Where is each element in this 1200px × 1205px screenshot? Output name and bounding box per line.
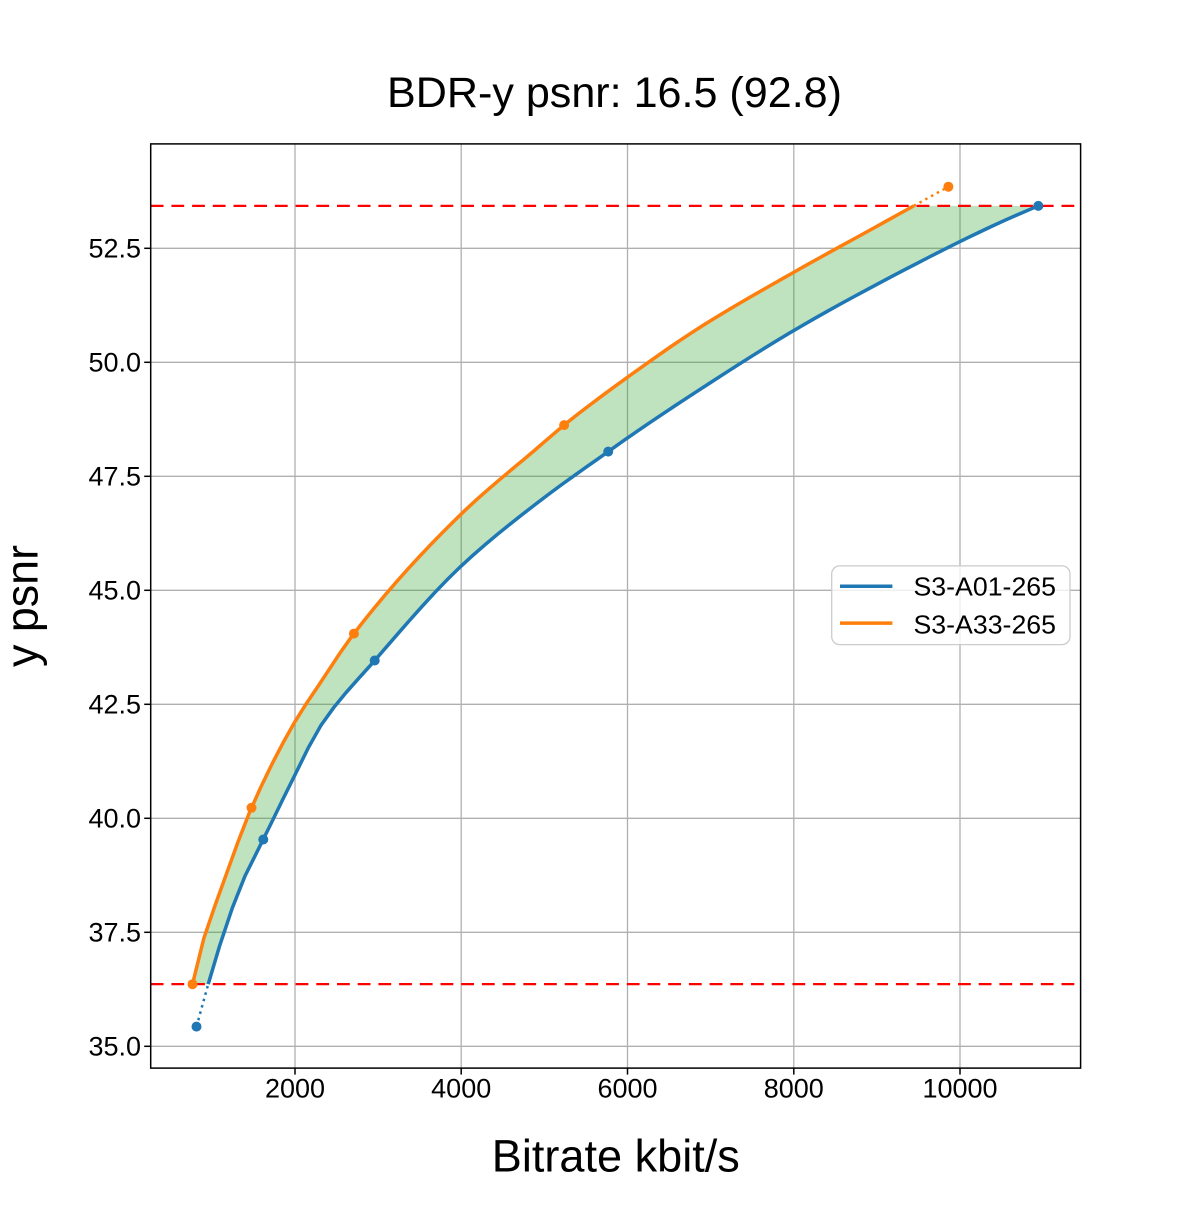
svg-text:8000: 8000 [764, 1073, 824, 1103]
svg-text:45.0: 45.0 [88, 576, 141, 606]
svg-text:Bitrate kbit/s: Bitrate kbit/s [492, 1131, 740, 1182]
svg-text:52.5: 52.5 [88, 234, 141, 264]
svg-text:42.5: 42.5 [88, 690, 141, 720]
svg-text:S3-A33-265: S3-A33-265 [914, 611, 1057, 639]
svg-text:BDR-y psnr: 16.5 (92.8): BDR-y psnr: 16.5 (92.8) [387, 70, 842, 117]
svg-text:2000: 2000 [265, 1073, 325, 1103]
svg-text:4000: 4000 [431, 1073, 491, 1103]
svg-text:40.0: 40.0 [88, 804, 141, 834]
svg-text:y psnr: y psnr [0, 545, 48, 667]
svg-text:35.0: 35.0 [88, 1032, 141, 1062]
svg-text:50.0: 50.0 [88, 348, 141, 378]
svg-text:10000: 10000 [922, 1073, 997, 1103]
svg-text:S3-A01-265: S3-A01-265 [914, 573, 1057, 601]
svg-text:6000: 6000 [597, 1073, 657, 1103]
svg-text:47.5: 47.5 [88, 462, 141, 492]
svg-text:37.5: 37.5 [88, 918, 141, 948]
